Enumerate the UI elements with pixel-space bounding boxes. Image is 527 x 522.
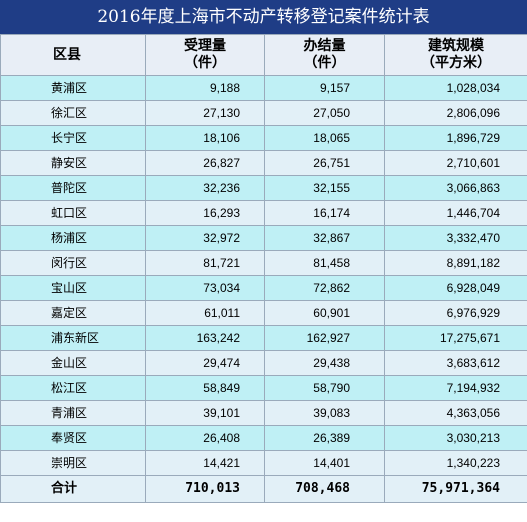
cell-completed: 27,050	[264, 100, 385, 126]
cell-completed: 26,389	[264, 425, 385, 451]
cell-area: 75,971,364	[384, 475, 527, 503]
cell-completed: 81,458	[264, 250, 385, 276]
cell-district: 普陀区	[0, 175, 146, 201]
cell-area: 7,194,932	[384, 375, 527, 401]
cell-completed: 29,438	[264, 350, 385, 376]
cell-area: 2,806,096	[384, 100, 527, 126]
cell-completed: 14,401	[264, 450, 385, 476]
cell-district: 松江区	[0, 375, 146, 401]
table-row: 金山区 29,474 29,438 3,683,612	[0, 350, 527, 376]
cell-area: 1,340,223	[384, 450, 527, 476]
cell-completed: 18,065	[264, 125, 385, 151]
cell-accepted: 16,293	[145, 200, 265, 226]
table-row: 徐汇区 27,130 27,050 2,806,096	[0, 100, 527, 126]
table-row: 虹口区 16,293 16,174 1,446,704	[0, 200, 527, 226]
cell-completed: 708,468	[264, 475, 385, 503]
header-completed: 办结量 （件）	[264, 34, 385, 76]
table-row: 普陀区 32,236 32,155 3,066,863	[0, 175, 527, 201]
cell-accepted: 32,972	[145, 225, 265, 251]
cell-accepted: 14,421	[145, 450, 265, 476]
cell-area: 6,928,049	[384, 275, 527, 301]
cell-area: 1,446,704	[384, 200, 527, 226]
cell-completed: 16,174	[264, 200, 385, 226]
cell-district: 闵行区	[0, 250, 146, 276]
cell-district: 虹口区	[0, 200, 146, 226]
cell-area: 4,363,056	[384, 400, 527, 426]
cell-completed: 72,862	[264, 275, 385, 301]
header-area: 建筑规模 （平方米）	[384, 34, 527, 76]
table-row: 闵行区 81,721 81,458 8,891,182	[0, 250, 527, 276]
cell-accepted: 163,242	[145, 325, 265, 351]
table-row: 杨浦区 32,972 32,867 3,332,470	[0, 225, 527, 251]
cell-district: 嘉定区	[0, 300, 146, 326]
cell-area: 2,710,601	[384, 150, 527, 176]
cell-area: 3,066,863	[384, 175, 527, 201]
header-area-label: 建筑规模 （平方米）	[421, 38, 491, 71]
cell-area: 3,030,213	[384, 425, 527, 451]
table-row: 宝山区 73,034 72,862 6,928,049	[0, 275, 527, 301]
cell-district: 金山区	[0, 350, 146, 376]
cell-completed: 162,927	[264, 325, 385, 351]
cell-district: 青浦区	[0, 400, 146, 426]
table-row: 浦东新区 163,242 162,927 17,275,671	[0, 325, 527, 351]
table-row: 松江区 58,849 58,790 7,194,932	[0, 375, 527, 401]
cell-accepted: 9,188	[145, 75, 265, 101]
cell-completed: 58,790	[264, 375, 385, 401]
table-body: 黄浦区 9,188 9,157 1,028,034 徐汇区 27,130 27,050 2,8…	[0, 75, 527, 503]
cell-accepted: 32,236	[145, 175, 265, 201]
cell-area: 17,275,671	[384, 325, 527, 351]
cell-area: 1,896,729	[384, 125, 527, 151]
cell-accepted: 61,011	[145, 300, 265, 326]
page-title: 2016年度上海市不动产转移登记案件统计表	[0, 0, 527, 34]
table-row: 静安区 26,827 26,751 2,710,601	[0, 150, 527, 176]
cell-accepted: 81,721	[145, 250, 265, 276]
table-row: 嘉定区 61,011 60,901 6,976,929	[0, 300, 527, 326]
cell-district: 杨浦区	[0, 225, 146, 251]
table-row: 长宁区 18,106 18,065 1,896,729	[0, 125, 527, 151]
header-completed-label: 办结量 （件）	[303, 38, 346, 71]
table-header-row: 区县 受理量 （件） 办结量 （件） 建筑规模 （平方米）	[0, 34, 527, 76]
cell-district: 徐汇区	[0, 100, 146, 126]
cell-district: 奉贤区	[0, 425, 146, 451]
header-accepted-label: 受理量 （件）	[184, 38, 226, 71]
cell-district: 宝山区	[0, 275, 146, 301]
cell-accepted: 18,106	[145, 125, 265, 151]
cell-completed: 32,867	[264, 225, 385, 251]
cell-area: 3,683,612	[384, 350, 527, 376]
cell-area: 1,028,034	[384, 75, 527, 101]
cell-completed: 9,157	[264, 75, 385, 101]
cell-area: 8,891,182	[384, 250, 527, 276]
statistics-table: 区县 受理量 （件） 办结量 （件） 建筑规模 （平方米） 黄浦区 9,188 9,…	[0, 34, 527, 503]
cell-accepted: 27,130	[145, 100, 265, 126]
cell-completed: 26,751	[264, 150, 385, 176]
cell-district: 长宁区	[0, 125, 146, 151]
cell-accepted: 26,827	[145, 150, 265, 176]
header-accepted: 受理量 （件）	[145, 34, 265, 76]
cell-accepted: 58,849	[145, 375, 265, 401]
table-row: 黄浦区 9,188 9,157 1,028,034	[0, 75, 527, 101]
cell-district: 合计	[0, 475, 146, 503]
cell-area: 3,332,470	[384, 225, 527, 251]
cell-area: 6,976,929	[384, 300, 527, 326]
cell-completed: 39,083	[264, 400, 385, 426]
cell-accepted: 29,474	[145, 350, 265, 376]
cell-completed: 60,901	[264, 300, 385, 326]
header-district: 区县	[0, 34, 146, 76]
table-row: 青浦区 39,101 39,083 4,363,056	[0, 400, 527, 426]
cell-accepted: 73,034	[145, 275, 265, 301]
cell-accepted: 710,013	[145, 475, 265, 503]
table-row: 奉贤区 26,408 26,389 3,030,213	[0, 425, 527, 451]
cell-district: 崇明区	[0, 450, 146, 476]
cell-district: 浦东新区	[0, 325, 146, 351]
cell-accepted: 39,101	[145, 400, 265, 426]
total-row: 合计 710,013 708,468 75,971,364	[0, 475, 527, 503]
cell-completed: 32,155	[264, 175, 385, 201]
cell-district: 静安区	[0, 150, 146, 176]
cell-accepted: 26,408	[145, 425, 265, 451]
cell-district: 黄浦区	[0, 75, 146, 101]
table-row: 崇明区 14,421 14,401 1,340,223	[0, 450, 527, 476]
